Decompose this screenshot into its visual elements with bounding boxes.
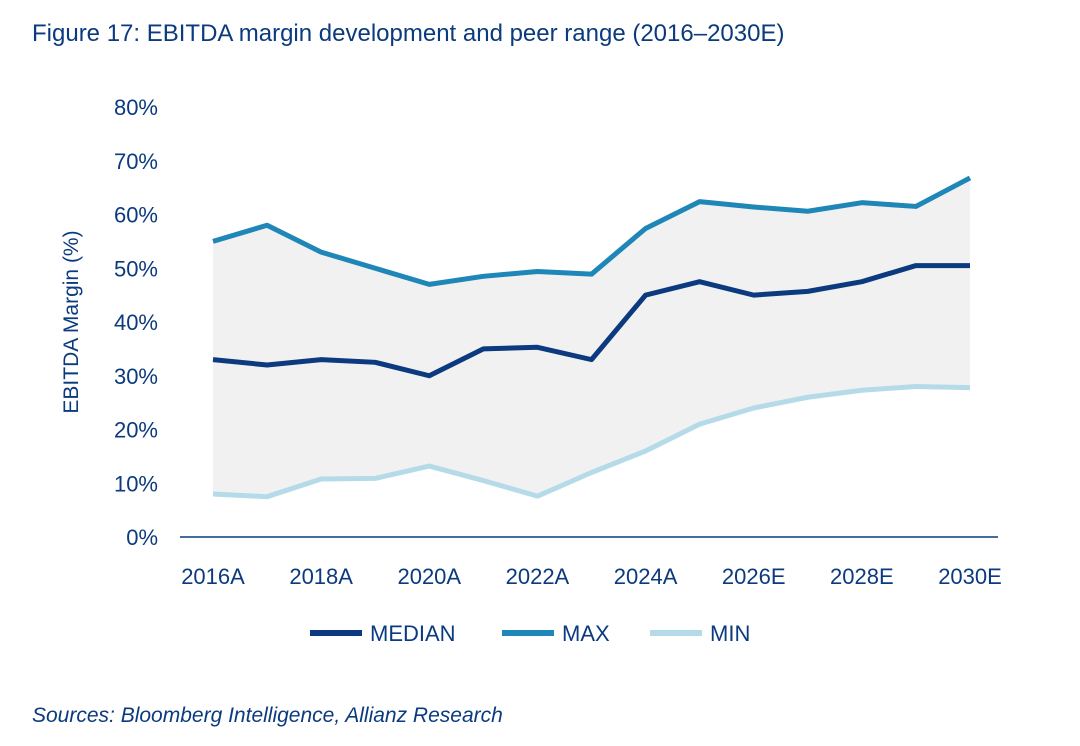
y-tick-label: 30% — [114, 364, 158, 389]
legend-label-median: MEDIAN — [370, 621, 456, 646]
y-tick-label: 40% — [114, 310, 158, 335]
x-tick-label: 2024A — [614, 564, 678, 589]
x-axis-ticks: 2016A 2018A 2020A 2022A 2024A 2026E 2028E 2030E — [181, 564, 1002, 589]
y-tick-label: 80% — [114, 95, 158, 120]
legend-label-min: MIN — [710, 621, 750, 646]
y-axis-ticks: 0% 10% 20% 30% 40% 50% 60% 70% 80% — [114, 95, 158, 550]
y-tick-label: 70% — [114, 149, 158, 174]
y-axis-label: EBITDA Margin (%) — [60, 230, 83, 413]
source-note: Sources: Bloomberg Intelligence, Allianz… — [32, 704, 503, 727]
x-tick-label: 2026E — [722, 564, 786, 589]
x-tick-label: 2028E — [830, 564, 894, 589]
y-tick-label: 0% — [126, 525, 158, 550]
y-tick-label: 60% — [114, 203, 158, 228]
y-tick-label: 10% — [114, 471, 158, 496]
x-tick-label: 2022A — [506, 564, 570, 589]
series-lines — [212, 175, 972, 500]
series-line-median — [212, 263, 970, 379]
range-area-layer — [213, 177, 970, 497]
figure-title: Figure 17: EBITDA margin development and… — [32, 20, 785, 47]
series-line-max — [212, 175, 972, 287]
x-tick-label: 2018A — [289, 564, 353, 589]
min-max-range-area — [213, 177, 970, 497]
series-line-min — [212, 384, 971, 500]
legend-label-max: MAX — [562, 621, 610, 646]
y-tick-label: 50% — [114, 256, 158, 281]
x-tick-label: 2016A — [181, 564, 245, 589]
x-tick-label: 2030E — [938, 564, 1002, 589]
legend: MEDIAN MAX MIN — [310, 621, 750, 646]
x-tick-label: 2020A — [397, 564, 461, 589]
y-tick-label: 20% — [114, 418, 158, 443]
